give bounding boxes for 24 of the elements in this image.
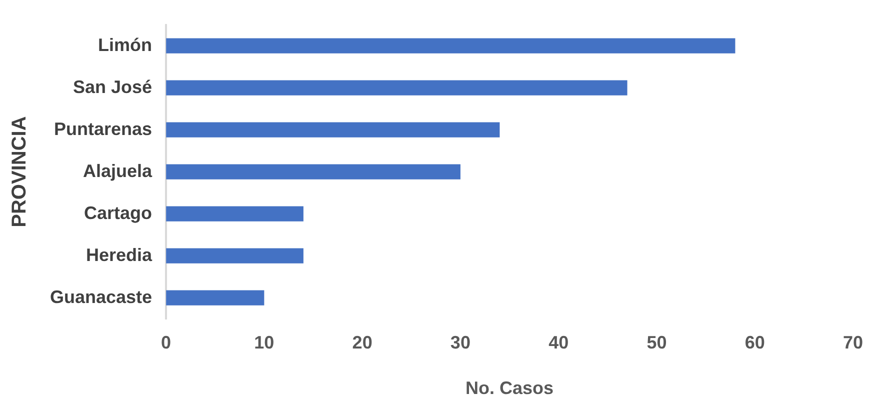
- x-tick-label: 50: [646, 332, 667, 353]
- y-tick-label: Alajuela: [83, 160, 154, 181]
- y-tick-label: San José: [73, 76, 152, 97]
- bar: [166, 164, 460, 180]
- bar: [166, 38, 736, 54]
- x-tick-label: 70: [842, 332, 864, 353]
- y-tick-label: Puntarenas: [54, 118, 152, 139]
- bar: [166, 122, 500, 138]
- x-tick-label: 40: [548, 332, 569, 353]
- y-tick-label: Guanacaste: [50, 286, 152, 307]
- x-tick-label: 60: [744, 332, 765, 353]
- x-tick-label: 10: [254, 332, 274, 353]
- x-tick-label: 0: [161, 332, 172, 353]
- bar: [166, 248, 304, 264]
- bar: [166, 290, 264, 306]
- bar: [166, 206, 304, 222]
- x-axis-title: No. Casos: [466, 378, 554, 398]
- bar: [166, 80, 628, 96]
- y-axis-title: PROVINCIA: [8, 116, 31, 228]
- y-tick-label: Limón: [98, 34, 152, 55]
- y-tick-label: Cartago: [84, 202, 152, 223]
- x-tick-label: 30: [450, 332, 470, 353]
- x-tick-label: 20: [352, 332, 372, 353]
- y-tick-label: Heredia: [86, 244, 154, 265]
